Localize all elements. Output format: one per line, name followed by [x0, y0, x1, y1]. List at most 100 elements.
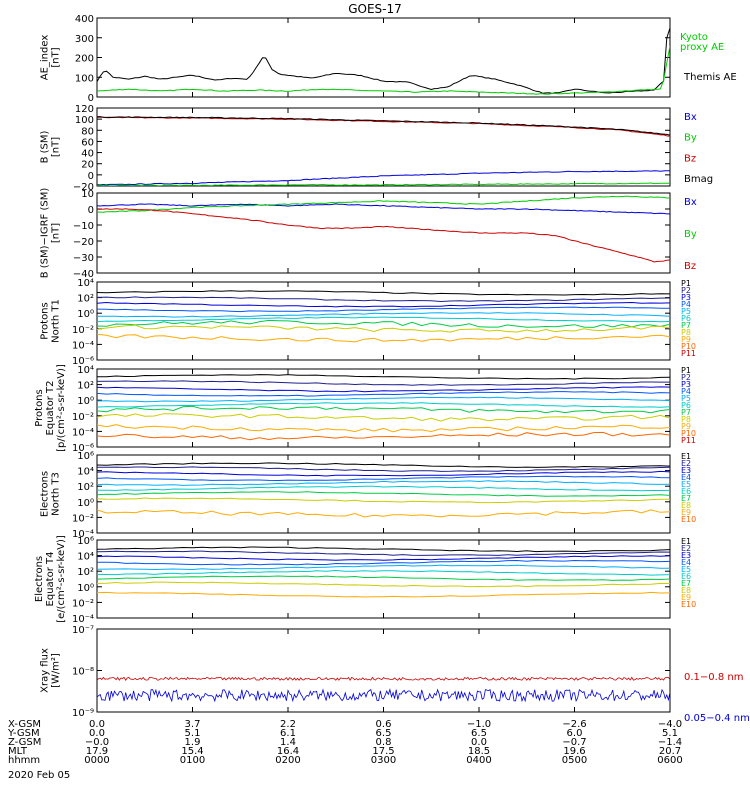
legend-entry: E6 — [681, 572, 691, 581]
y-tick-label: 10⁻⁴ — [72, 340, 94, 351]
y-tick-label: 10⁻⁹ — [72, 708, 94, 719]
legend-entry: E8 — [681, 586, 691, 595]
legend-entry: P2 — [681, 373, 691, 382]
xaxis-row-value: 19.6 — [563, 746, 585, 757]
y-axis-label-line: [nT] — [51, 223, 62, 243]
y-tick-label: 10⁴ — [77, 467, 94, 478]
series-line-0-05-0-4-nm — [97, 688, 670, 703]
series-line-p2 — [97, 296, 670, 303]
y-tick-label: 10² — [77, 381, 94, 392]
series-line-e1 — [97, 546, 670, 553]
legend-entry: E3 — [681, 466, 691, 475]
series-line-bmag — [97, 116, 670, 136]
y-tick-label: −40 — [73, 269, 94, 280]
y-axis-label-line: [e/(cm²-s-sr-keV)] — [56, 535, 67, 623]
xaxis-row-value: 1.9 — [185, 737, 201, 748]
panel-7: 10⁻⁹ 10⁻⁸ 10⁻⁷ Xray flux [W/m²] 0.1−0.8 nm 0.0… — [40, 625, 750, 724]
legend-entry: E7 — [681, 494, 691, 503]
y-tick-label: 10⁻² — [72, 325, 94, 336]
series-line-0-1-0-8-nm — [97, 676, 670, 681]
y-tick-label: 0 — [88, 93, 94, 104]
legend-entry: P11 — [681, 349, 696, 358]
xaxis-row-value: 0600 — [657, 755, 682, 766]
legend-entry: Bz — [684, 153, 696, 164]
legend-entry: By — [684, 133, 697, 144]
panel-frame — [96, 628, 671, 713]
xaxis-row-value: 0000 — [84, 755, 109, 766]
y-axis-label-line: North T3 — [51, 472, 62, 516]
y-tick-label: 0 — [88, 205, 94, 216]
xaxis-row-label: Z-GSM — [8, 737, 41, 748]
y-tick-label: 10⁻⁴ — [72, 614, 94, 625]
y-tick-label: 20 — [81, 160, 94, 171]
legend-entry: E9 — [681, 508, 691, 517]
xaxis-row-value: 6.5 — [376, 728, 392, 739]
legend-entry: P11 — [681, 436, 696, 445]
series-line-bz — [97, 116, 670, 137]
y-axis-label-line: Xray flux — [40, 648, 51, 693]
legend-entry: P4 — [681, 387, 691, 396]
xaxis-row-value: −4.0 — [658, 719, 682, 730]
series-line-e8 — [97, 581, 670, 588]
xaxis-row-value: 0.0 — [89, 728, 105, 739]
legend-entry: P2 — [681, 286, 691, 295]
xaxis-row-label: Y-GSM — [7, 728, 40, 739]
xaxis-row-value: 0200 — [275, 755, 300, 766]
series-line-e2 — [97, 550, 670, 556]
legend-entry: E9 — [681, 593, 691, 602]
y-axis-label-line: Electrons — [34, 556, 45, 602]
y-axis-label-line: B (SM) — [40, 130, 51, 163]
legend-entry: E5 — [681, 565, 691, 574]
y-axis-label: Xray flux [W/m²] — [40, 648, 62, 693]
xaxis-row-value: 17.5 — [372, 746, 394, 757]
xaxis-row-value: 5.1 — [185, 728, 201, 739]
xaxis-row-value: 2.2 — [280, 719, 296, 730]
legend-entry: E8 — [681, 501, 691, 510]
series-line-bx — [97, 203, 670, 215]
xaxis-row-label: MLT — [8, 746, 28, 757]
xaxis-row-value: 0.0 — [89, 719, 105, 730]
legend-entry: P9 — [681, 335, 691, 344]
legend-entry: Themis AE — [683, 72, 737, 83]
legend-entry: P1 — [681, 279, 691, 288]
legend-entry: P6 — [681, 401, 691, 410]
legend-entry: P3 — [681, 293, 691, 302]
y-tick-label: 10⁻² — [72, 412, 94, 423]
y-tick-label: 40 — [81, 149, 94, 160]
series-line-e7 — [97, 491, 670, 497]
series-line-p4 — [97, 391, 670, 397]
y-axis-label: AE_index [nT] — [40, 35, 62, 81]
y-axis-label-line: [nT] — [51, 47, 62, 67]
panel-frame — [96, 107, 671, 187]
xaxis-row-value: 0.6 — [376, 719, 392, 730]
y-tick-label: 300 — [75, 34, 94, 45]
legend-entry: E4 — [681, 473, 691, 482]
xaxis-row-value: 0100 — [180, 755, 205, 766]
legend-entry: P7 — [681, 321, 691, 330]
series-line-e9 — [97, 591, 670, 598]
xaxis-row-value: 0.0 — [471, 737, 487, 748]
legend-entry: P1 — [681, 366, 691, 375]
series-line-by — [97, 195, 670, 213]
series-line-p6 — [97, 402, 670, 408]
y-axis-label: B (SM) [nT] — [40, 130, 62, 163]
panel-6: 10⁻⁴ 10⁻² 10⁰ 10² 10⁴ 10⁶ Electrons Equator T4[… — [34, 535, 696, 625]
xaxis-row-value: −0.0 — [85, 737, 109, 748]
series-group — [97, 546, 670, 598]
y-tick-label: 10⁰ — [77, 309, 94, 320]
series-group — [97, 290, 670, 343]
xaxis-row-value: 6.0 — [567, 728, 583, 739]
y-tick-label: 100 — [75, 115, 94, 126]
y-tick-label: 10⁰ — [77, 396, 94, 407]
y-axis-label-line: North T1 — [51, 299, 62, 343]
panel-frame — [96, 17, 671, 98]
xaxis-row-value: 18.5 — [468, 746, 490, 757]
y-axis-label-line: B (SM)−IGRF (SM) — [40, 188, 51, 279]
